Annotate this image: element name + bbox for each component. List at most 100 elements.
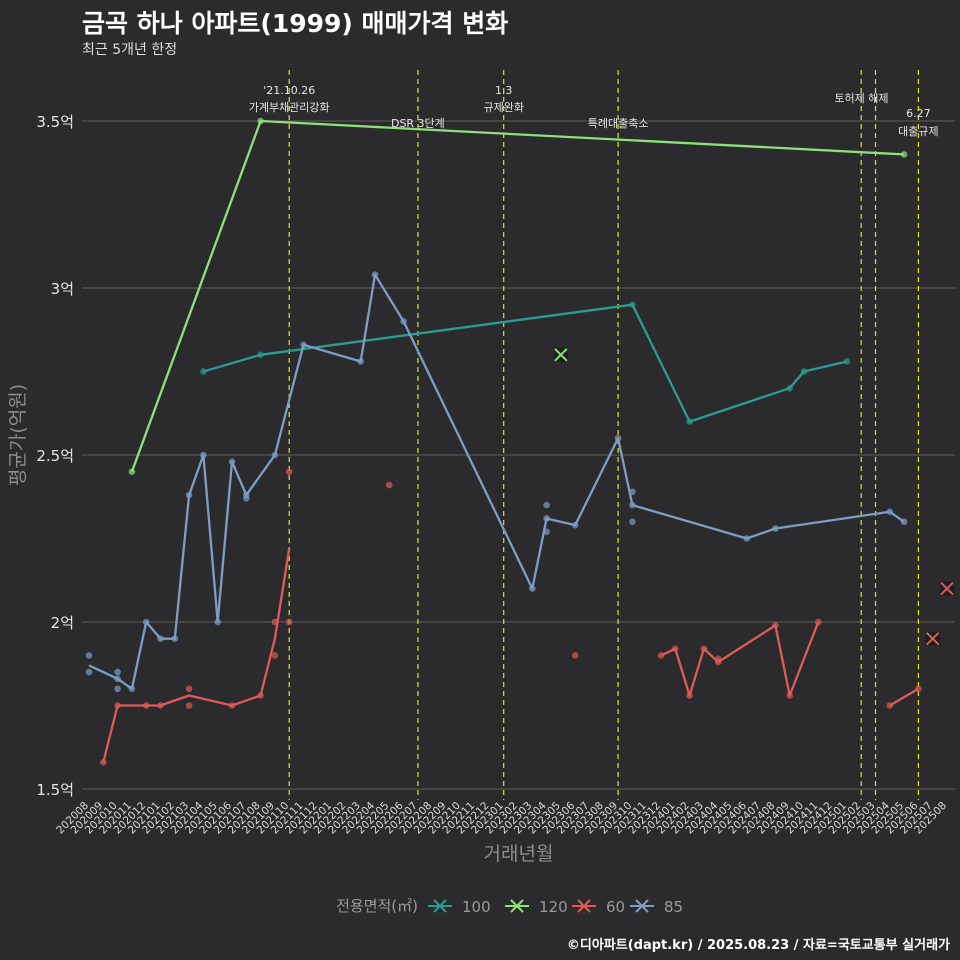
series-60-point [672, 645, 679, 653]
legend-label-60: 60 [606, 898, 625, 916]
y-tick-label: 1.5억 [36, 781, 74, 799]
series-60-point [815, 618, 822, 626]
legend-key-marker [433, 899, 447, 913]
series-85-point [371, 271, 379, 278]
series-60-point [114, 702, 121, 709]
series-120-point [900, 151, 908, 158]
series-60-current-marker [940, 581, 954, 596]
series-60-point [228, 702, 236, 709]
series-85-point [400, 318, 407, 325]
legend-label-85: 85 [664, 898, 683, 916]
series-85-point [85, 652, 93, 659]
series-60-point [285, 618, 293, 626]
series-85-point [142, 618, 150, 626]
series-60-point [386, 481, 393, 489]
event-label: 가계부채관리강화 [249, 101, 330, 114]
series-85-point [900, 518, 908, 526]
series-60-line [102, 548, 291, 763]
cross-stroke [940, 581, 954, 596]
series-85-point [543, 501, 550, 509]
cross-stroke [433, 899, 447, 913]
chart-subtitle: 최근 5개년 한정 [82, 42, 178, 58]
series-85-point [543, 528, 550, 536]
series-60-point [686, 692, 693, 699]
series-100-point [786, 384, 793, 392]
series-100-point [686, 418, 693, 425]
series-85-point [357, 358, 365, 365]
series-100-point [800, 368, 808, 375]
series-60-point [100, 758, 107, 766]
series-60-line [889, 687, 919, 707]
series-85-point [114, 668, 121, 676]
cross-stroke [554, 348, 568, 362]
series-85-point [114, 685, 121, 693]
legend-key-marker [577, 899, 591, 913]
series-60-point [185, 685, 193, 693]
event-label: 특례대출축소 [588, 117, 649, 130]
series-85-point [114, 675, 121, 683]
series-60-point [714, 658, 722, 666]
series-60-point [886, 702, 894, 709]
series-60-line [660, 621, 820, 697]
series-85-point [571, 521, 579, 529]
y-tick-label: 3억 [51, 280, 74, 298]
series-85-point [614, 435, 622, 442]
series-85-point [629, 488, 636, 496]
event-label: 대출규제 [898, 125, 938, 138]
legend-key-marker [635, 899, 649, 913]
series-85-point [171, 635, 179, 642]
series-85-point [228, 458, 236, 465]
series-85-point [85, 668, 93, 676]
cross-stroke [635, 899, 649, 913]
series-100-point [843, 358, 851, 365]
cross-stroke [510, 899, 524, 913]
cross-stroke [925, 631, 940, 646]
series-85-point [185, 491, 193, 499]
y-tick-label: 2.5억 [36, 447, 74, 465]
series-120-point [128, 468, 136, 476]
y-tick-label: 3.5억 [36, 113, 74, 131]
series-60-point [271, 618, 279, 626]
series-120-line [130, 119, 905, 473]
series-85-point [300, 341, 307, 349]
series-60-point [257, 692, 264, 699]
event-label: 6.27 [906, 107, 931, 120]
series-85-point [200, 451, 207, 459]
series-85-point [157, 635, 164, 642]
series-60-point [142, 702, 150, 709]
series-85-point [243, 495, 250, 502]
series-85-point [743, 535, 751, 542]
series-60-point [271, 652, 279, 659]
event-label: 규제완화 [483, 101, 523, 114]
series-60-point [185, 702, 193, 709]
series-100-point [200, 368, 207, 375]
series-85-point [529, 585, 536, 592]
event-label: DSR 3단계 [391, 117, 445, 130]
event-label: '21.10.26 [263, 84, 315, 97]
series-60-point [772, 622, 779, 629]
source-footer: ©디아파트(dapt.kr) / 2025.08.23 / 자료=국토교통부 실… [566, 938, 950, 953]
series-60-point [157, 702, 164, 709]
series-60-point [700, 645, 708, 653]
series-120-point [257, 117, 264, 125]
series-120-current-marker [554, 348, 568, 362]
legend-key-marker [510, 899, 524, 913]
series-60-point [657, 652, 665, 659]
series-60-point [786, 692, 793, 699]
series-85-point [629, 501, 636, 509]
x-axis-title: 거래년월 [484, 843, 554, 865]
cross-stroke [577, 899, 591, 913]
legend-label-100: 100 [462, 898, 491, 916]
event-label: 1.3 [495, 84, 513, 97]
series-100-point [257, 351, 264, 359]
series-100-point [629, 301, 636, 309]
event-label: 토허제 해제 [834, 91, 888, 105]
series-85-point [886, 508, 894, 516]
series-85-point [629, 518, 636, 526]
legend-title: 전용면적(㎡) [336, 897, 418, 915]
y-axis-title: 평균가(억원) [7, 384, 29, 486]
series-85-point [271, 451, 279, 459]
y-tick-label: 2억 [51, 614, 74, 632]
series-60-point [571, 652, 579, 659]
